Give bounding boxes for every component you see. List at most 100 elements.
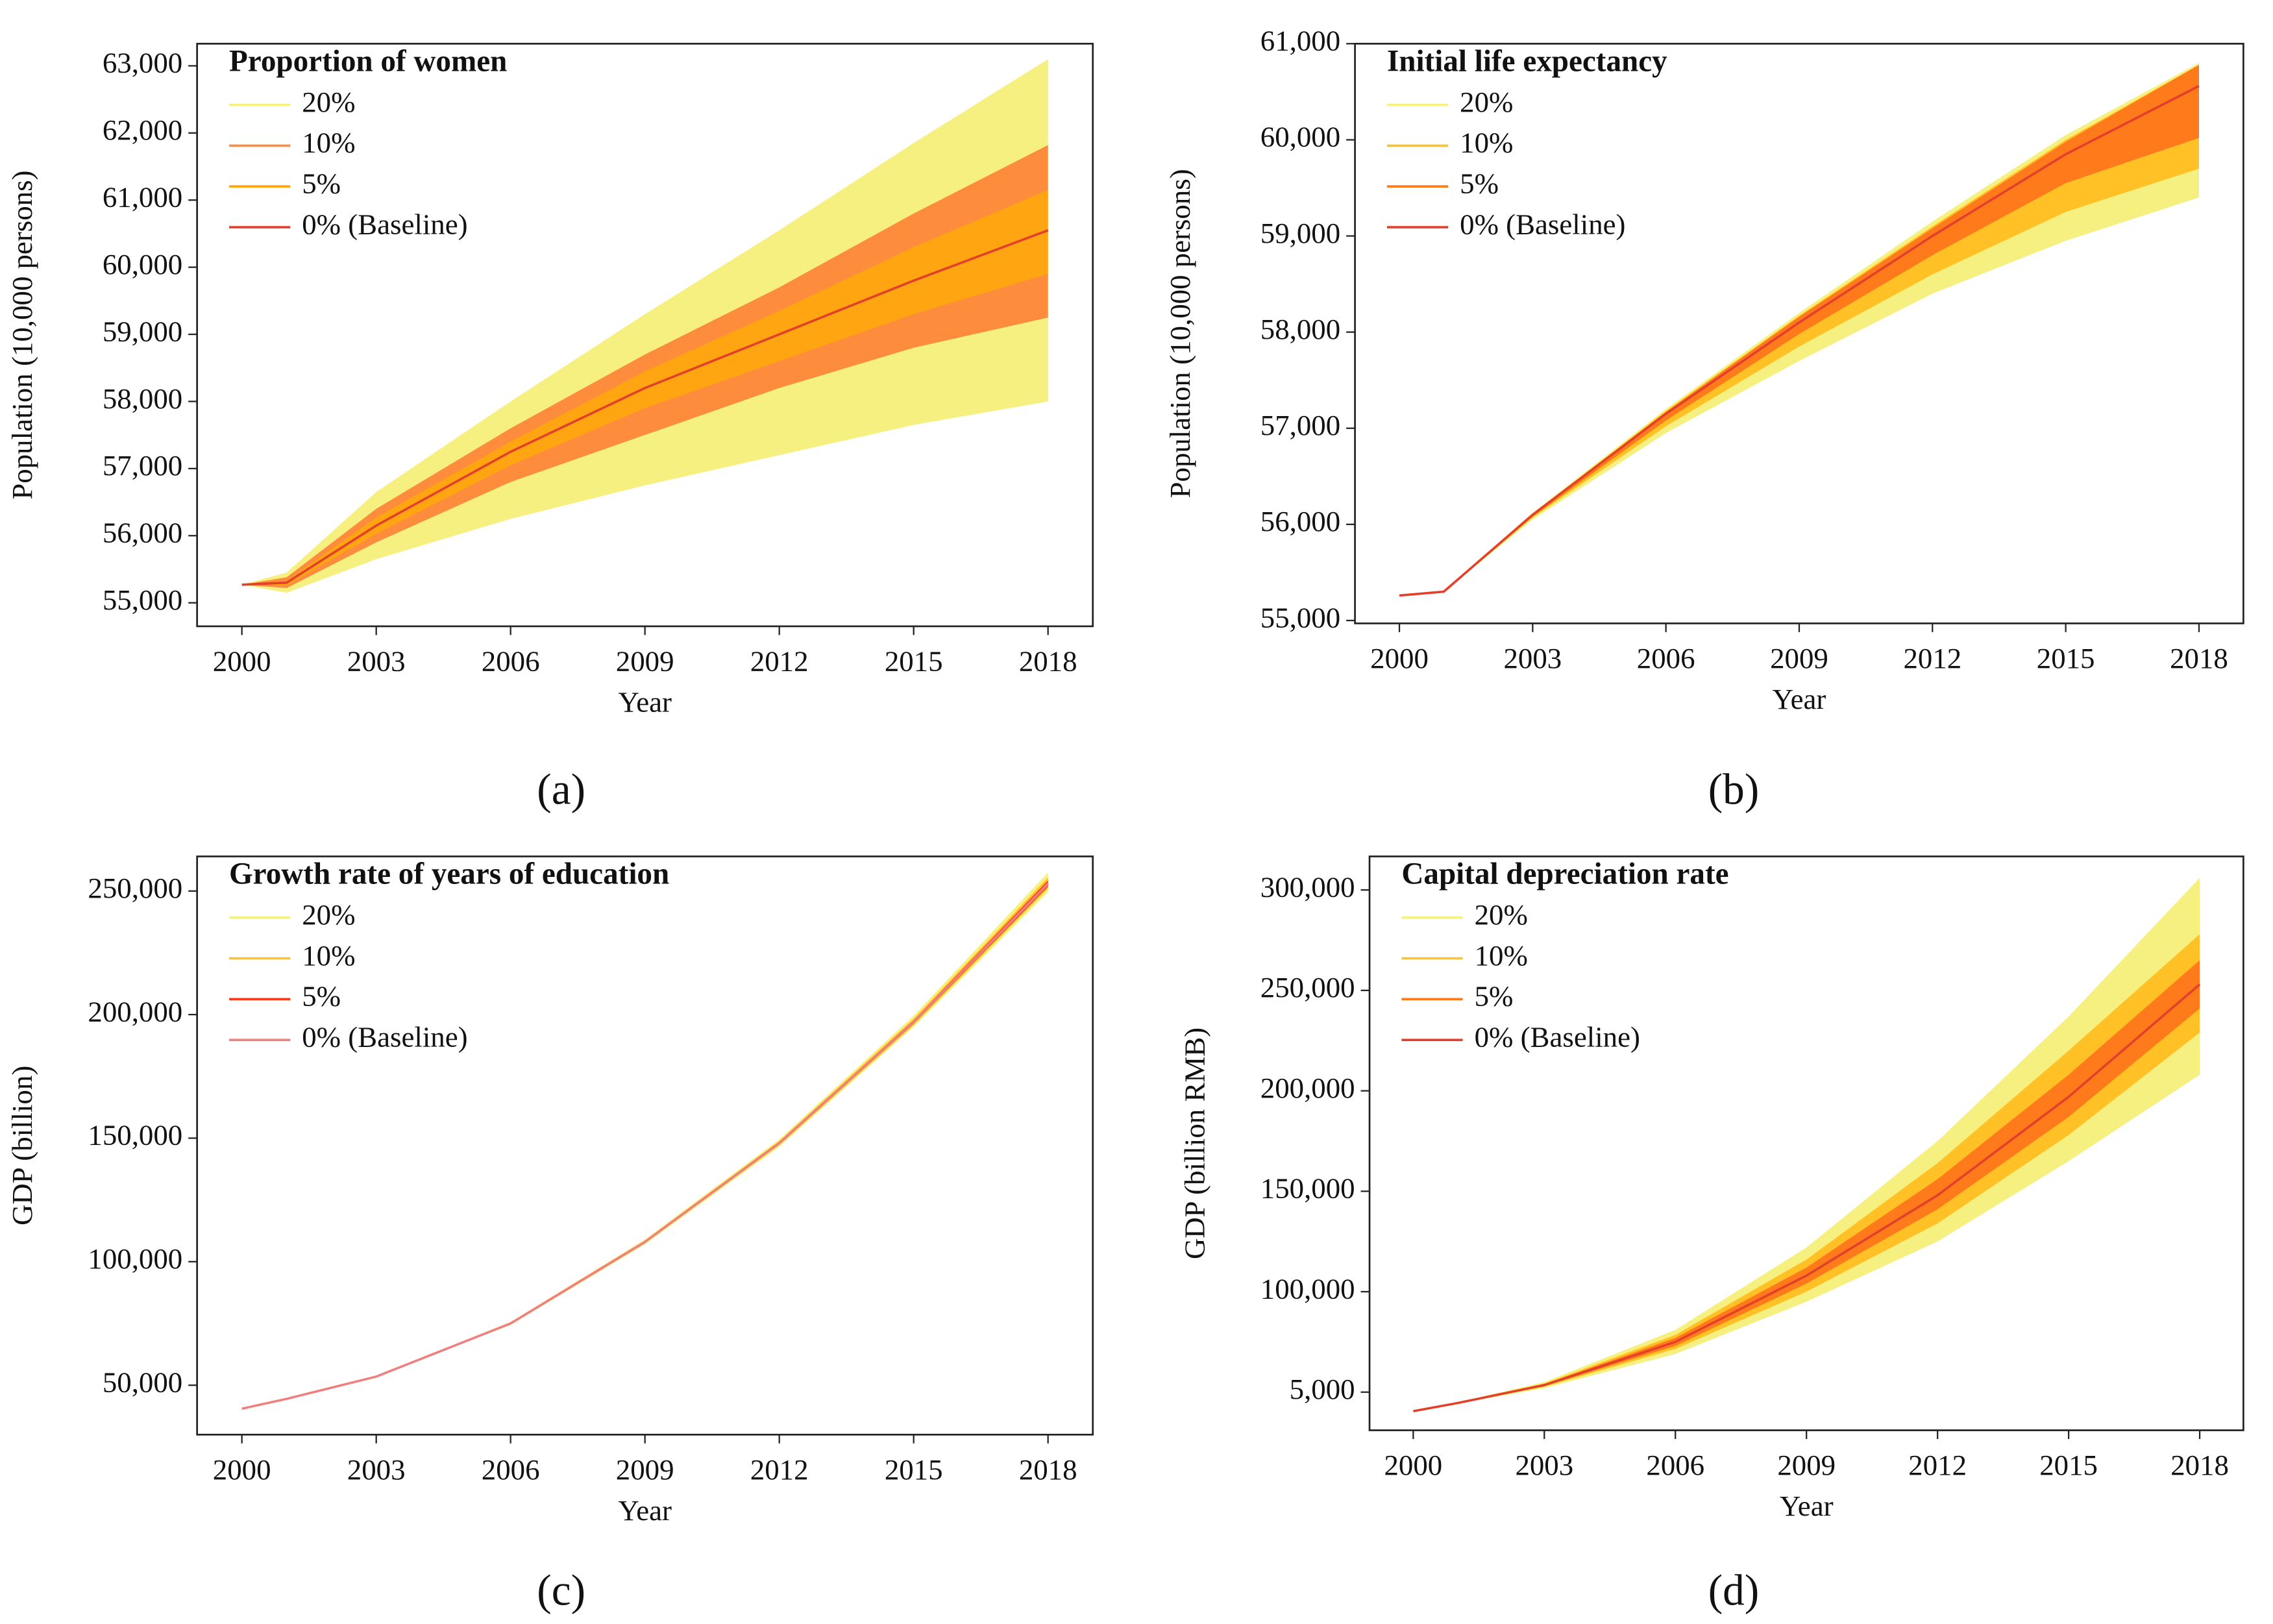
y-tick-label: 150,000 (1260, 1172, 1355, 1205)
y-tick-label: 57,000 (103, 449, 182, 482)
y-tick-label: 300,000 (1260, 870, 1355, 903)
y-tick-label: 56,000 (103, 517, 182, 549)
x-tick-label: 2009 (1770, 642, 1828, 674)
x-axis-label: Year (618, 1494, 672, 1527)
chart: 50,000 100,000 150,000 200,000 250,000 2000 20… (6, 855, 1094, 1615)
legend-title: Capital depreciation rate (1401, 857, 1728, 891)
y-tick-label: 56,000 (1260, 505, 1340, 537)
legend-label: 0% (Baseline) (302, 208, 467, 240)
panel-label: (a) (537, 765, 585, 813)
y-tick-label: 5,000 (1290, 1373, 1355, 1405)
x-tick-label: 2018 (1019, 645, 1077, 678)
x-tick-label: 2018 (2170, 1449, 2229, 1481)
x-axis-label: Year (618, 685, 672, 718)
legend-title: Proportion of women (229, 45, 507, 79)
x-tick-label: 2003 (347, 1453, 406, 1486)
y-tick-label: 250,000 (1260, 971, 1355, 1003)
legend-label: 10% (1475, 939, 1528, 972)
x-tick-label: 2012 (1908, 1449, 1967, 1481)
y-tick-label: 58,000 (1260, 313, 1340, 345)
legend-label: 5% (302, 167, 341, 200)
legend-label: 10% (302, 939, 355, 972)
y-tick-label: 100,000 (88, 1242, 182, 1275)
chart: 55,000 56,000 57,000 58,000 59,000 60,000 61,0… (1164, 25, 2244, 813)
legend-label: 20% (1460, 86, 1513, 118)
x-tick-label: 2006 (482, 1453, 540, 1486)
y-tick-label: 200,000 (88, 995, 182, 1027)
x-axis-label: Year (1773, 683, 1826, 715)
baseline-line (241, 883, 1049, 1410)
legend-label: 20% (1475, 898, 1528, 931)
legend-label: 10% (1460, 127, 1513, 159)
y-tick-label: 61,000 (103, 181, 182, 214)
legend-label: 5% (1475, 980, 1514, 1013)
x-tick-label: 2015 (2037, 642, 2095, 674)
y-tick-label: 62,000 (103, 114, 182, 146)
y-axis-label: GDP (billion RMB) (1179, 1027, 1211, 1259)
x-tick-label: 2018 (2170, 642, 2228, 674)
x-tick-label: 2003 (347, 645, 406, 678)
x-tick-label: 2015 (885, 1453, 943, 1486)
legend-label: 0% (Baseline) (1475, 1020, 1640, 1053)
band (241, 59, 1048, 593)
legend-label: 0% (Baseline) (302, 1020, 467, 1053)
y-tick-label: 55,000 (1260, 601, 1340, 634)
legend-label: 0% (Baseline) (1460, 208, 1625, 240)
x-tick-label: 2003 (1503, 642, 1562, 674)
y-tick-label: 59,000 (103, 315, 182, 347)
x-tick-label: 2000 (213, 1453, 271, 1486)
y-tick-label: 59,000 (1260, 217, 1340, 249)
x-tick-label: 2006 (482, 645, 540, 678)
panel-label: (c) (537, 1566, 585, 1615)
legend-label: 5% (1460, 167, 1499, 200)
y-tick-label: 60,000 (1260, 121, 1340, 153)
y-tick-label: 150,000 (88, 1119, 182, 1151)
baseline-line (241, 229, 1049, 586)
legend-label: 20% (302, 898, 355, 931)
band (241, 872, 1048, 1409)
y-axis-label: Population (10,000 persons) (1164, 169, 1196, 498)
x-tick-label: 2006 (1646, 1449, 1704, 1481)
chart: 5,000 100,000 150,000 200,000 250,000 300,000… (1179, 855, 2244, 1615)
baseline-line (1399, 84, 2200, 597)
x-tick-label: 2015 (2039, 1449, 2098, 1481)
y-tick-label: 250,000 (88, 872, 182, 904)
x-tick-label: 2000 (213, 645, 271, 678)
y-tick-label: 58,000 (103, 382, 182, 415)
legend-label: 20% (302, 86, 355, 118)
x-tick-label: 2000 (1370, 642, 1429, 674)
x-tick-label: 2006 (1637, 642, 1695, 674)
y-tick-label: 100,000 (1260, 1272, 1355, 1305)
panel-label: (b) (1708, 765, 1759, 813)
band (241, 877, 1048, 1409)
x-tick-label: 2009 (616, 1453, 674, 1486)
legend-title: Initial life expectancy (1387, 45, 1667, 79)
x-tick-label: 2009 (1777, 1449, 1836, 1481)
band (1399, 64, 2199, 596)
y-tick-label: 55,000 (103, 584, 182, 616)
band (241, 145, 1048, 588)
x-axis-label: Year (1780, 1490, 1834, 1522)
band (1413, 878, 2200, 1412)
y-axis-label: Population (10,000 persons) (6, 171, 38, 500)
y-tick-label: 57,000 (1260, 409, 1340, 441)
y-tick-label: 200,000 (1260, 1072, 1355, 1104)
x-tick-label: 2015 (885, 645, 943, 678)
legend-title: Growth rate of years of education (229, 857, 669, 891)
y-tick-label: 50,000 (103, 1366, 182, 1398)
y-axis-label: GDP (billion) (6, 1066, 38, 1225)
band (241, 880, 1048, 1409)
panel-label: (d) (1708, 1566, 1759, 1615)
baseline-line (1413, 983, 2201, 1412)
x-tick-label: 2012 (750, 645, 809, 678)
y-tick-label: 61,000 (1260, 25, 1340, 57)
x-tick-label: 2012 (750, 1453, 809, 1486)
chart: 55,000 56,000 57,000 58,000 59,000 60,000 61,0… (6, 42, 1094, 813)
y-tick-label: 60,000 (103, 248, 182, 280)
x-tick-label: 2009 (616, 645, 674, 678)
y-tick-label: 63,000 (103, 47, 182, 79)
x-tick-label: 2018 (1019, 1453, 1077, 1486)
x-tick-label: 2000 (1384, 1449, 1442, 1481)
x-tick-label: 2003 (1515, 1449, 1573, 1481)
